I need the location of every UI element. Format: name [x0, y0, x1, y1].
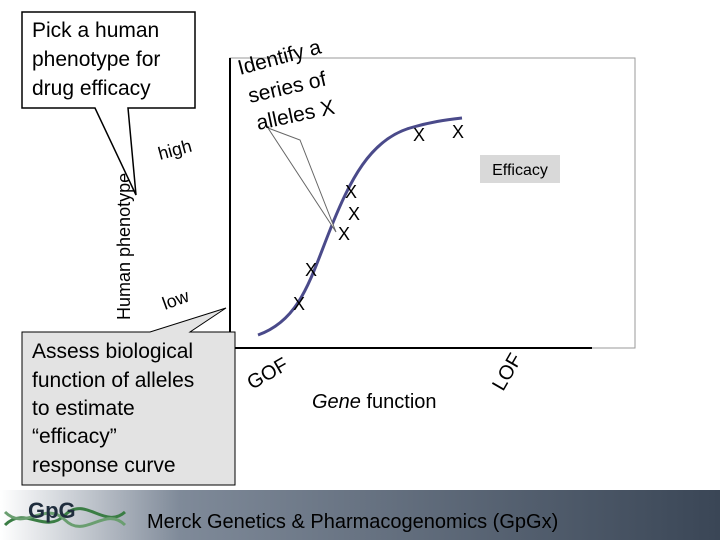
callout-line: response curve	[32, 454, 176, 477]
legend-text: Efficacy	[492, 162, 548, 179]
alleles-callout-tail	[266, 126, 337, 233]
function-callout	[21, 307, 236, 486]
marker: X	[413, 125, 425, 145]
callout-line: phenotype for	[32, 48, 160, 71]
callout-line: drug efficacy	[32, 77, 151, 100]
function-text: Assess biological function of alleles to…	[32, 340, 200, 477]
gene-word: Gene	[312, 391, 361, 413]
marker: X	[305, 260, 317, 280]
logo-dna	[3, 510, 127, 528]
marker: X	[452, 122, 464, 142]
callout-line: Pick a human	[32, 19, 159, 42]
marker: X	[348, 204, 360, 224]
efficacy-curve	[257, 116, 463, 337]
callout-line: function of alleles	[32, 369, 194, 392]
marker: X	[345, 182, 357, 202]
marker: X	[338, 224, 350, 244]
logo-text: GpG	[28, 498, 76, 523]
function-word: function	[361, 391, 437, 413]
footer-text: Merck Genetics & Pharmacogenomics (GpGx)	[147, 511, 558, 533]
phenotype-text: Pick a human phenotype for drug efficacy	[32, 19, 166, 100]
marker: X	[293, 294, 305, 314]
phenotype-callout	[21, 11, 196, 196]
markers: X X X X X X X	[293, 122, 464, 314]
callout-line: Assess biological	[32, 340, 193, 363]
callout-line: to estimate	[32, 397, 135, 420]
legend-box	[480, 155, 560, 183]
y-axis-label: Human phenotype	[114, 173, 134, 320]
callout-line: “efficacy”	[32, 425, 117, 448]
x-axis-label: Gene function	[312, 391, 437, 413]
